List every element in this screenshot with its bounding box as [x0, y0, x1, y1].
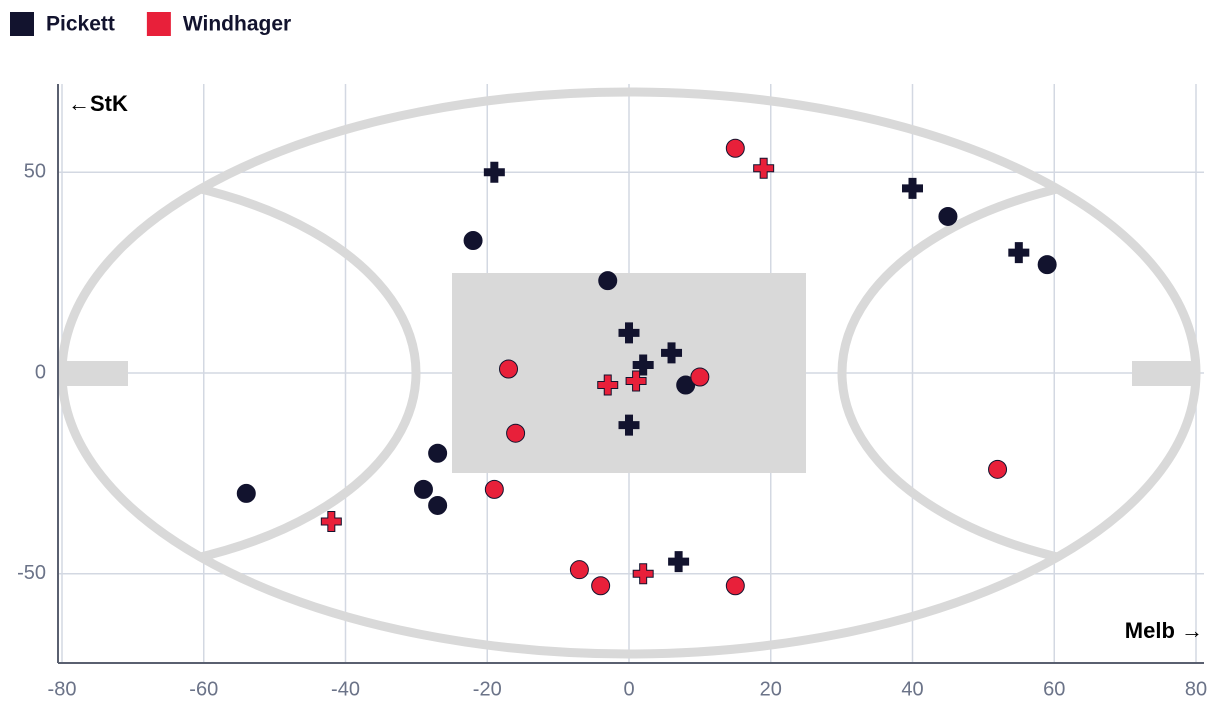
goal-square [65, 361, 128, 386]
legend-swatch [146, 12, 171, 36]
point-cross [597, 374, 619, 396]
point-cross [625, 370, 647, 392]
point-circle [569, 560, 589, 580]
goal-square [1132, 361, 1195, 386]
arc-right [837, 168, 1196, 578]
point-circle [690, 367, 710, 387]
point-circle [1037, 255, 1057, 275]
x-tick-label: 60 [1043, 678, 1065, 700]
x-tick-label: 40 [901, 678, 923, 700]
x-tick-label: -20 [473, 678, 502, 700]
point-cross [618, 322, 640, 344]
point-cross [661, 342, 683, 364]
point-circle [499, 359, 519, 379]
y-tick-label: -50 [17, 562, 46, 584]
legend-swatch [10, 12, 34, 36]
point-circle [591, 576, 611, 596]
x-tick-label: -60 [189, 678, 218, 700]
legend-label: Pickett [46, 13, 115, 36]
point-cross [902, 177, 923, 199]
point-cross [632, 354, 654, 376]
point-circle [428, 443, 448, 463]
point-circle [938, 206, 958, 226]
point-circle [463, 231, 483, 251]
x-tick-label: 20 [760, 678, 782, 700]
point-circle [484, 479, 504, 499]
point-cross [632, 563, 654, 585]
y-tick-label: 0 [35, 361, 46, 383]
point-cross [320, 511, 342, 533]
point-circle [988, 459, 1008, 479]
point-circle [413, 479, 433, 499]
boundary [57, 87, 1201, 659]
y-tick-label: 50 [24, 161, 46, 183]
x-tick-label: -80 [48, 678, 77, 700]
arc-left [62, 168, 421, 578]
point-circle [236, 483, 256, 503]
point-cross [483, 161, 505, 183]
point-cross [618, 414, 640, 436]
marks [236, 138, 1057, 596]
point-cross [668, 551, 690, 573]
annotation: Melb → [1125, 618, 1203, 643]
point-circle [506, 423, 526, 443]
x-tick-label: -40 [331, 678, 360, 700]
point-circle [725, 576, 745, 596]
x-tick-label: 80 [1185, 678, 1207, 700]
point-cross [1008, 242, 1030, 264]
annotation: ←StK [68, 91, 128, 116]
x-tick-label: 0 [623, 678, 634, 700]
legend: Pickett Windhager [10, 12, 291, 36]
point-circle [725, 138, 745, 158]
point-circle [598, 271, 618, 291]
point-circle [428, 495, 448, 515]
legend-label: Windhager [183, 13, 291, 36]
point-circle [676, 375, 696, 395]
point-cross [753, 157, 775, 179]
